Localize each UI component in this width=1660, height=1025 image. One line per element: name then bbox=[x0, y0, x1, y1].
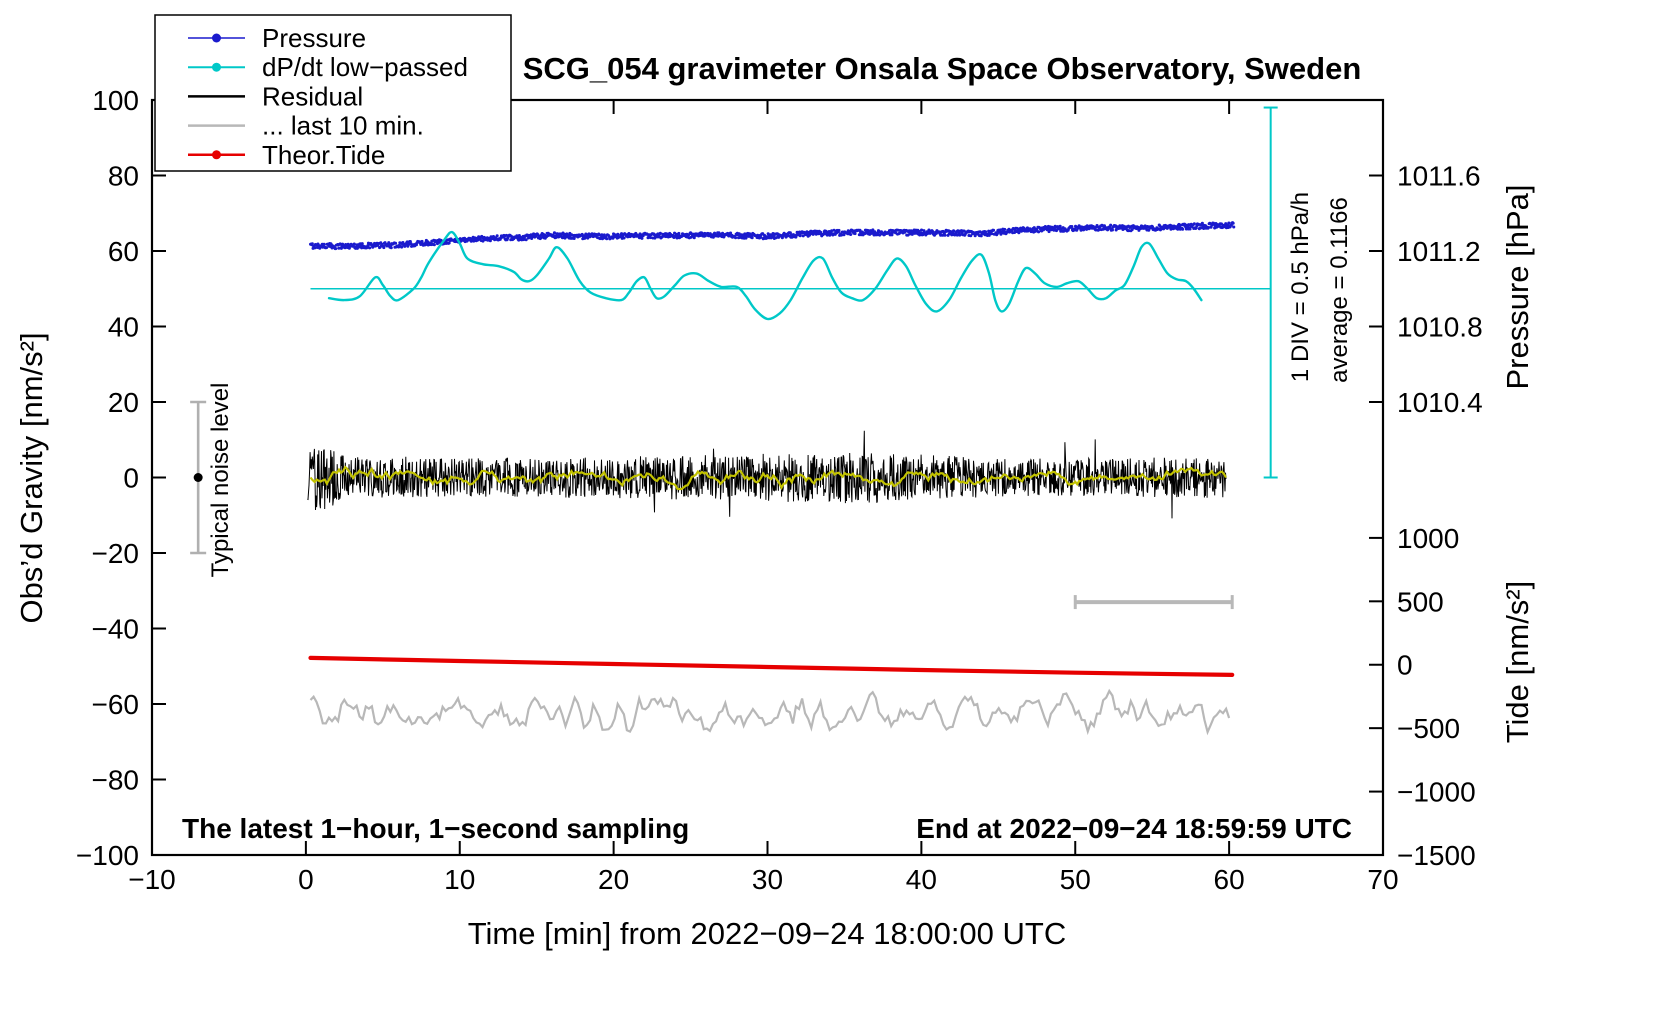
series-dpdt-low-passed bbox=[327, 230, 1203, 321]
x-tick-label: 10 bbox=[444, 864, 475, 895]
pressure-tick-label: 1010.8 bbox=[1397, 312, 1483, 343]
pressure-tick-label: 1011.2 bbox=[1397, 236, 1481, 267]
pressure-tick-label: 1010.4 bbox=[1397, 387, 1483, 418]
tide-tick-label: −500 bbox=[1397, 713, 1460, 744]
chart-series bbox=[307, 221, 1236, 736]
x-tick-label: −10 bbox=[128, 864, 176, 895]
x-tick-label: 70 bbox=[1367, 864, 1398, 895]
x-tick-label: 50 bbox=[1060, 864, 1091, 895]
legend-label-3: ... last 10 min. bbox=[262, 111, 424, 141]
tide-tick-label: −1500 bbox=[1397, 840, 1476, 871]
y-left-tick-label: 60 bbox=[108, 236, 139, 267]
x-tick-label: 0 bbox=[298, 864, 314, 895]
legend-sample-dot-4 bbox=[212, 150, 221, 160]
plot-frame bbox=[150, 98, 1385, 857]
noise-level-label: Typical noise level bbox=[207, 383, 234, 578]
x-tick-label: 20 bbox=[598, 864, 629, 895]
series-pressure bbox=[309, 221, 1236, 251]
chart-markers bbox=[190, 106, 1278, 610]
legend-label-2: Residual bbox=[262, 81, 363, 111]
y-left-tick-label: 20 bbox=[108, 387, 139, 418]
tide-tick-label: 0 bbox=[1397, 650, 1413, 681]
tide-tick-label: 1000 bbox=[1397, 523, 1459, 554]
footer-sampling-note: The latest 1−hour, 1−second sampling bbox=[182, 813, 689, 844]
y-left-tick-label: 40 bbox=[108, 312, 139, 343]
x-tick-label: 60 bbox=[1214, 864, 1245, 895]
series-residual-low-passed bbox=[309, 465, 1227, 491]
legend-label-4: Theor.Tide bbox=[262, 140, 385, 170]
legend-label-1: dP/dt low−passed bbox=[262, 52, 468, 82]
legend-label-0: Pressure bbox=[262, 23, 366, 53]
series-residual-last-10-min bbox=[309, 688, 1231, 736]
pressure-axis-label: Pressure [hPa] bbox=[1500, 184, 1535, 389]
x-axis-label: Time [min] from 2022−09−24 18:00:00 UTC bbox=[468, 916, 1067, 951]
y-left-tick-label: −100 bbox=[76, 840, 139, 871]
y-left-tick-label: 0 bbox=[123, 463, 139, 494]
chart-axes: −10 0 10 20 30 40 50 60 70−100−80−60−40−20020406… bbox=[76, 85, 1483, 895]
legend-sample-dot-1 bbox=[212, 62, 221, 72]
tide-tick-label: 500 bbox=[1397, 586, 1444, 617]
y-left-tick-label: −20 bbox=[92, 538, 140, 569]
average-label: average = 0.1166 bbox=[1326, 197, 1353, 383]
y-left-tick-label: −80 bbox=[92, 765, 140, 796]
noise-errorbar-dot bbox=[193, 473, 203, 482]
x-tick-label: 30 bbox=[752, 864, 783, 895]
pressure-tick-label: 1011.6 bbox=[1397, 161, 1481, 192]
y-left-tick-label: 80 bbox=[108, 161, 139, 192]
y-left-tick-label: 100 bbox=[92, 85, 139, 116]
legend-sample-dot-0 bbox=[212, 33, 221, 43]
series-theor-tide bbox=[308, 655, 1235, 677]
y-left-tick-label: −40 bbox=[92, 614, 140, 645]
x-tick-label: 40 bbox=[906, 864, 937, 895]
y-left-tick-label: −60 bbox=[92, 689, 140, 720]
tide-axis-label: Tide [nm/s²] bbox=[1500, 581, 1535, 744]
series-residual bbox=[307, 430, 1227, 519]
y-left-axis-label: Obs’d Gravity [nm/s²] bbox=[14, 332, 49, 623]
tide-tick-label: −1000 bbox=[1397, 777, 1476, 808]
chart-title: SCG_054 gravimeter Onsala Space Observat… bbox=[523, 51, 1362, 86]
footer-end-time: End at 2022−09−24 18:59:59 UTC bbox=[916, 813, 1352, 844]
div-scale-label: 1 DIV = 0.5 hPa/h bbox=[1287, 192, 1314, 382]
